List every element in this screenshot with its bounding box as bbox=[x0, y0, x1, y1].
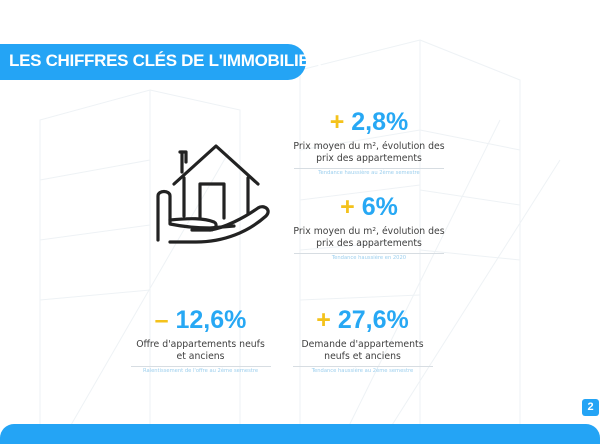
description-line-2: prix des appartements bbox=[316, 238, 422, 249]
page-title: LES CHIFFRES CLÉS DE L'IMMOBILIER bbox=[9, 51, 322, 70]
description-line-1: Demande d'appartements bbox=[301, 339, 424, 350]
description-line-1: Prix moyen du m², évolution des bbox=[293, 141, 445, 152]
description-line-2: neufs et anciens bbox=[324, 351, 401, 362]
stat-value: 2,8% bbox=[351, 108, 409, 136]
stat-note: Ralentissement de l'offre au 2ème semest… bbox=[142, 368, 259, 374]
stat-description: Offre d'appartements neufs et anciens bbox=[128, 339, 273, 363]
stat-value: 12,6% bbox=[175, 306, 247, 334]
plus-sign: + bbox=[329, 108, 345, 136]
stat-price-per-m2-semester: + 2,8% Prix moyen du m², évolution des p… bbox=[288, 110, 450, 177]
description-line-2: et anciens bbox=[176, 351, 225, 362]
stat-note: Tendance haussière en 2020 bbox=[331, 255, 407, 261]
stat-note: Tendance haussière au 2ème semestre bbox=[311, 368, 414, 374]
page-number: 2 bbox=[582, 399, 599, 416]
divider bbox=[294, 253, 444, 254]
description-line-1: Offre d'appartements neufs bbox=[136, 339, 265, 350]
description-line-1: Prix moyen du m², évolution des bbox=[293, 226, 445, 237]
stat-value: 27,6% bbox=[337, 306, 409, 334]
plus-sign: + bbox=[316, 306, 331, 334]
divider bbox=[292, 366, 433, 367]
house-in-hand-icon bbox=[156, 144, 270, 244]
stat-price-per-m2-year: + 6% Prix moyen du m², évolution des pri… bbox=[288, 195, 450, 262]
description-line-2: prix des appartements bbox=[316, 153, 422, 164]
stat-value: 6% bbox=[361, 193, 398, 221]
section-title-banner: LES CHIFFRES CLÉS DE L'IMMOBILIER bbox=[0, 44, 322, 80]
plus-sign: + bbox=[340, 193, 355, 221]
divider bbox=[294, 168, 444, 169]
stat-description: Demande d'appartements neufs et anciens bbox=[290, 339, 435, 363]
divider bbox=[130, 366, 271, 367]
stat-description: Prix moyen du m², évolution des prix des… bbox=[288, 141, 450, 165]
stat-note: Tendance haussière au 2ème semestre bbox=[318, 170, 420, 176]
stat-apartment-demand: + 27,6% Demande d'appartements neufs et … bbox=[290, 308, 435, 375]
minus-sign: – bbox=[154, 306, 169, 334]
stat-apartment-supply: – 12,6% Offre d'appartements neufs et an… bbox=[128, 308, 273, 375]
footer-bar bbox=[0, 424, 600, 444]
stat-description: Prix moyen du m², évolution des prix des… bbox=[288, 226, 450, 250]
